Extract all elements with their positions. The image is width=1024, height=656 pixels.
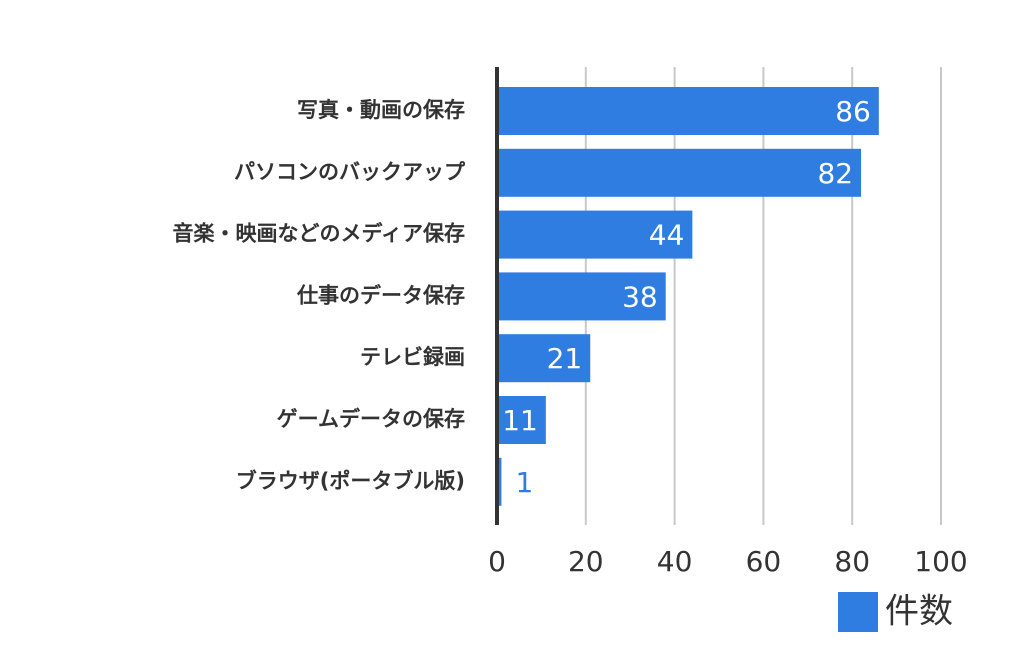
value-label: 82 (817, 157, 853, 190)
y-tick-label: 仕事のデータ保存 (296, 283, 465, 307)
y-tick-label: パソコンのバックアップ (234, 160, 466, 184)
value-label: 1 (515, 466, 533, 499)
value-label: 44 (649, 219, 685, 252)
y-tick-label: ゲームデータの保存 (277, 407, 465, 431)
bar (497, 272, 666, 321)
x-tick-label: 0 (488, 545, 506, 578)
bar (497, 334, 591, 383)
bar (497, 396, 546, 444)
legend-label: 件数 (885, 592, 953, 632)
bar (497, 210, 693, 259)
y-tick-label: 音楽・映画などのメディア保存 (172, 222, 465, 246)
y-tick-label: テレビ録画 (360, 345, 465, 369)
x-tick-label: 100 (914, 545, 967, 578)
value-label: 21 (547, 342, 583, 375)
value-label: 38 (622, 280, 658, 313)
y-tick-label: ブラウザ(ポータブル版) (236, 469, 465, 493)
bar (497, 457, 502, 506)
value-label: 86 (835, 95, 871, 128)
legend-swatch (838, 592, 878, 632)
bar (497, 87, 879, 135)
x-tick-label: 20 (568, 545, 604, 578)
y-tick-label: 写真・動画の保存 (297, 98, 465, 122)
x-tick-label: 60 (746, 545, 782, 578)
x-tick-label: 80 (834, 545, 870, 578)
value-label: 11 (502, 404, 538, 437)
bar (497, 148, 862, 197)
x-tick-label: 40 (657, 545, 693, 578)
